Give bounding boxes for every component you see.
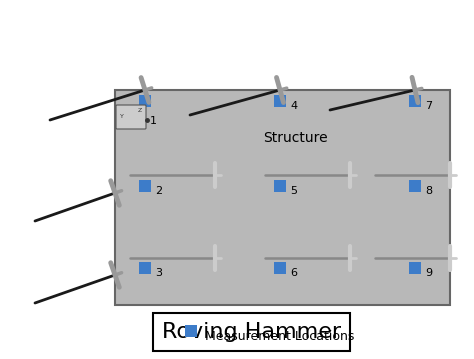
Text: 1: 1 bbox=[150, 116, 157, 126]
Bar bbox=[274, 262, 286, 274]
Text: 9: 9 bbox=[425, 268, 432, 278]
Bar bbox=[409, 262, 421, 274]
Text: Y: Y bbox=[120, 115, 124, 120]
Bar bbox=[139, 95, 151, 107]
Bar bbox=[274, 180, 286, 192]
Bar bbox=[139, 262, 151, 274]
Text: 7: 7 bbox=[425, 101, 432, 111]
Bar bbox=[185, 325, 197, 337]
Text: 5: 5 bbox=[290, 186, 297, 196]
Text: Z: Z bbox=[138, 108, 142, 113]
Text: Measurement Locations: Measurement Locations bbox=[205, 330, 355, 342]
Bar bbox=[115, 90, 450, 305]
Text: 4: 4 bbox=[290, 101, 297, 111]
Bar bbox=[139, 180, 151, 192]
Text: 3: 3 bbox=[155, 268, 162, 278]
Bar bbox=[274, 95, 286, 107]
Bar bbox=[409, 95, 421, 107]
FancyBboxPatch shape bbox=[116, 105, 146, 129]
Bar bbox=[409, 180, 421, 192]
Text: Structure: Structure bbox=[263, 131, 328, 145]
Text: 6: 6 bbox=[290, 268, 297, 278]
Text: 2: 2 bbox=[155, 186, 162, 196]
Text: Roving Hammer: Roving Hammer bbox=[162, 322, 341, 342]
Text: 8: 8 bbox=[425, 186, 432, 196]
